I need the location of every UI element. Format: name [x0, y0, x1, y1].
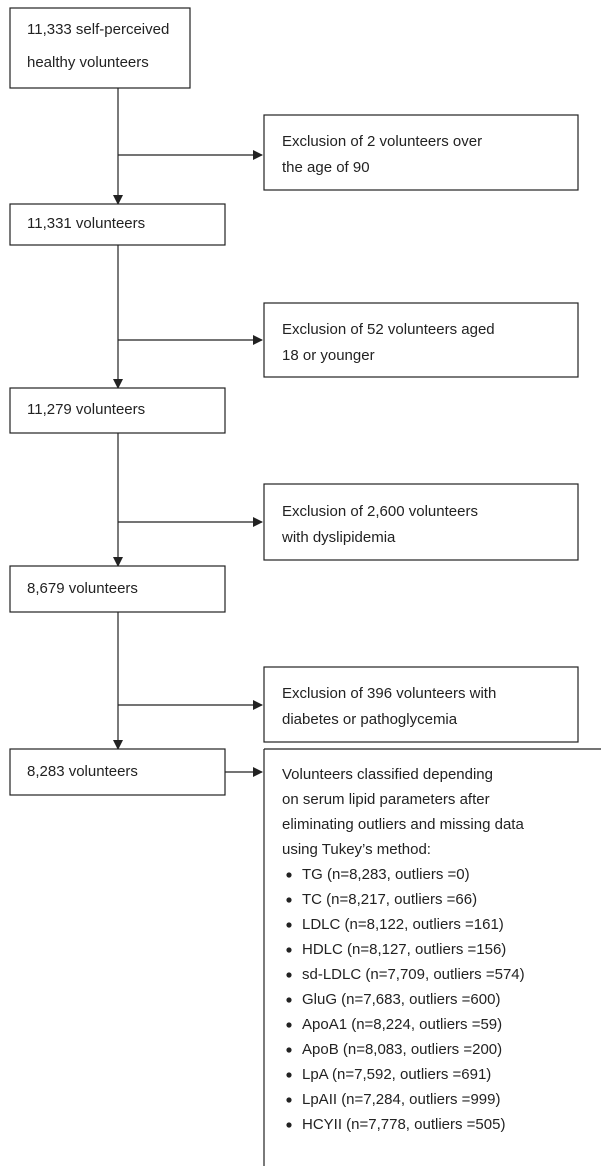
result-intro: using Tukey’s method: — [282, 841, 431, 858]
bullet-dot — [286, 897, 292, 903]
node-label: 11,331 volunteers — [27, 215, 145, 232]
bullet-dot — [286, 972, 292, 978]
node-box — [9, 387, 226, 434]
exclusion-label: the age of 90 — [282, 159, 370, 176]
exclusion-box — [263, 483, 579, 561]
result-bullet: TC (n=8,217, outliers =66) — [302, 891, 477, 908]
bullet-dot — [286, 1022, 292, 1028]
node-box — [9, 7, 191, 89]
exclusion-label: Exclusion of 52 volunteers aged — [282, 321, 495, 338]
result-bullet: sd-LDLC (n=7,709, outliers =574) — [302, 966, 525, 983]
bullet-dot — [286, 922, 292, 928]
result-bullet: TG (n=8,283, outliers =0) — [302, 866, 470, 883]
node-label: 8,283 volunteers — [27, 763, 138, 780]
node-box — [9, 203, 226, 246]
exclusion-label: Exclusion of 396 volunteers with — [282, 685, 496, 702]
bullet-dot — [286, 1072, 292, 1078]
result-bullet: LpAII (n=7,284, outliers =999) — [302, 1091, 500, 1108]
bullet-dot — [286, 997, 292, 1003]
node-label: 11,333 self-perceived — [27, 21, 169, 38]
node-box — [9, 565, 226, 613]
node-label: healthy volunteers — [27, 54, 149, 71]
node-label: 11,279 volunteers — [27, 401, 145, 418]
result-bullet: HDLC (n=8,127, outliers =156) — [302, 941, 506, 958]
exclusion-box — [263, 114, 579, 191]
result-intro: eliminating outliers and missing data — [282, 816, 524, 833]
exclusion-label: with dyslipidemia — [281, 529, 396, 546]
bullet-dot — [286, 1122, 292, 1128]
bullet-dot — [286, 1047, 292, 1053]
bullet-dot — [286, 1097, 292, 1103]
result-bullet: HCYII (n=7,778, outliers =505) — [302, 1116, 505, 1133]
node-box — [9, 748, 226, 796]
result-bullet: ApoA1 (n=8,224, outliers =59) — [302, 1016, 502, 1033]
bullet-dot — [286, 947, 292, 953]
exclusion-box — [263, 666, 579, 743]
diagram-layer: 11,333 self-perceived healthy volunteers 1… — [9, 7, 601, 1166]
bullet-dot — [286, 872, 292, 878]
result-bullet: LDLC (n=8,122, outliers =161) — [302, 916, 504, 933]
result-bullet: ApoB (n=8,083, outliers =200) — [302, 1041, 502, 1058]
result-bullet: LpA (n=7,592, outliers =691) — [302, 1066, 491, 1083]
exclusion-label: 18 or younger — [282, 347, 375, 364]
node-label: 8,679 volunteers — [27, 580, 138, 597]
exclusion-box — [263, 302, 579, 378]
exclusion-label: diabetes or pathoglycemia — [282, 711, 458, 728]
result-bullet: GluG (n=7,683, outliers =600) — [302, 991, 500, 1008]
exclusion-label: Exclusion of 2,600 volunteers — [282, 503, 478, 520]
exclusion-label: Exclusion of 2 volunteers over — [282, 133, 482, 150]
result-intro: on serum lipid parameters after — [282, 791, 490, 808]
result-intro: Volunteers classified depending — [282, 766, 493, 783]
